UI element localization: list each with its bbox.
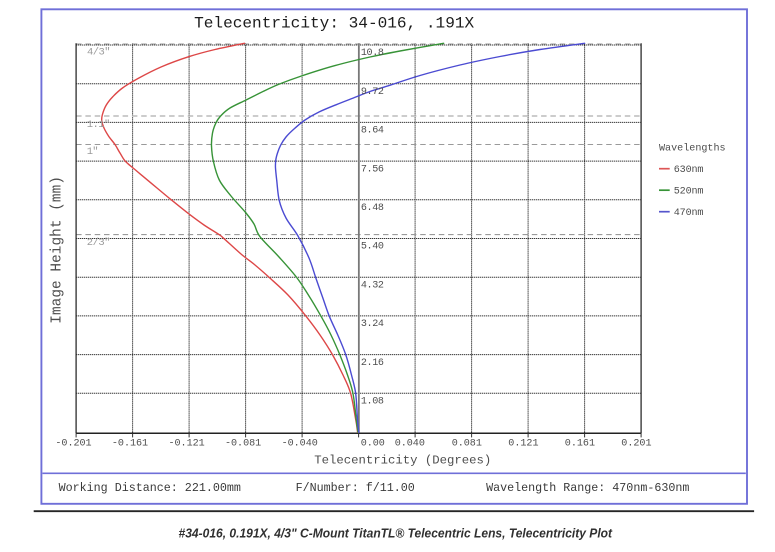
svg-text:#34-016, 0.191X, 4/3" C-Mount: #34-016, 0.191X, 4/3" C-Mount TitanTL® T… (179, 526, 613, 541)
svg-text:Wavelength Range: 470nm-630nm: Wavelength Range: 470nm-630nm (486, 481, 689, 495)
svg-text:-0.161: -0.161 (112, 438, 148, 449)
svg-text:2/3": 2/3" (87, 237, 111, 249)
svg-text:1.08: 1.08 (361, 397, 384, 408)
svg-text:5.40: 5.40 (361, 242, 384, 253)
svg-text:Working Distance: 221.00mm: Working Distance: 221.00mm (59, 481, 241, 495)
svg-text:8.64: 8.64 (361, 126, 384, 137)
svg-text:-0.040: -0.040 (282, 438, 318, 449)
svg-text:-0.121: -0.121 (169, 438, 205, 449)
svg-text:F/Number: f/11.00: F/Number: f/11.00 (296, 481, 415, 495)
svg-text:0.040: 0.040 (395, 438, 425, 449)
svg-text:Image Height (mm): Image Height (mm) (50, 176, 66, 324)
svg-text:0.081: 0.081 (452, 438, 482, 449)
svg-text:2.16: 2.16 (361, 358, 384, 369)
svg-text:3.24: 3.24 (361, 319, 384, 330)
svg-text:9.72: 9.72 (361, 87, 384, 98)
svg-text:Wavelengths: Wavelengths (659, 142, 726, 154)
svg-text:1": 1" (87, 146, 99, 158)
svg-text:470nm: 470nm (674, 208, 704, 219)
svg-text:0.00: 0.00 (361, 438, 385, 449)
svg-text:Telecentricity: 34-016, .191X: Telecentricity: 34-016, .191X (194, 14, 474, 32)
svg-text:7.56: 7.56 (361, 164, 384, 175)
svg-text:4/3": 4/3" (87, 47, 111, 59)
svg-text:630nm: 630nm (674, 165, 704, 176)
svg-text:0.201: 0.201 (621, 438, 651, 449)
svg-text:10.8: 10.8 (361, 48, 384, 59)
svg-text:520nm: 520nm (674, 187, 704, 198)
svg-text:-0.201: -0.201 (55, 438, 91, 449)
svg-text:-0.081: -0.081 (225, 438, 261, 449)
svg-text:0.161: 0.161 (565, 438, 595, 449)
svg-text:4.32: 4.32 (361, 280, 384, 291)
svg-text:6.48: 6.48 (361, 203, 384, 214)
svg-text:1.1": 1.1" (87, 119, 111, 131)
svg-text:Telecentricity (Degrees): Telecentricity (Degrees) (314, 453, 491, 467)
svg-text:0.121: 0.121 (508, 438, 538, 449)
